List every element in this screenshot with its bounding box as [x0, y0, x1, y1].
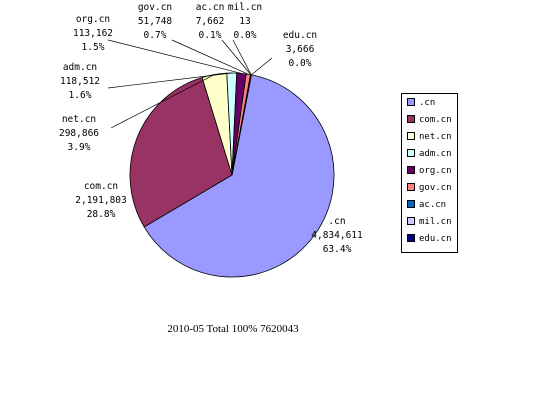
pie-slice-com-cn [129, 76, 233, 228]
leader-line [232, 39, 252, 75]
pie-slices [129, 72, 335, 278]
legend-item: com.cn [407, 113, 452, 127]
legend-label: .cn [419, 98, 436, 108]
legend-label: com.cn [419, 115, 452, 125]
legend-label: adm.cn [419, 149, 452, 159]
leader-line [171, 39, 249, 75]
data-label-mil-cn: mil.cn 13 0.0% [228, 2, 262, 41]
legend-swatch [407, 97, 415, 106]
legend-item: org.cn [407, 164, 452, 178]
legend-swatch [407, 182, 415, 191]
legend-swatch [407, 131, 415, 140]
legend-label: org.cn [419, 166, 452, 176]
leader-line [107, 39, 242, 74]
leader-line [110, 74, 215, 129]
leader-line [221, 39, 252, 75]
legend-swatch [407, 199, 415, 208]
legend-item: .cn [407, 96, 435, 110]
legend-item: net.cn [407, 130, 452, 144]
pie-slice-cn [143, 74, 335, 278]
legend-label: mil.cn [419, 217, 452, 227]
leader-line [107, 72, 232, 89]
legend-label: edu.cn [419, 234, 452, 244]
legend-label: ac.cn [419, 200, 447, 210]
legend-label: gov.cn [419, 183, 452, 193]
leader-line [251, 57, 273, 76]
data-label-adm-cn: adm.cn 118,512 1.6% [60, 62, 100, 101]
legend-label: net.cn [419, 132, 452, 142]
data-label-ac-cn: ac.cn 7,662 0.1% [196, 2, 225, 41]
chart-title: 2010-05 Total 100% 7620043 [167, 323, 299, 335]
legend-swatch [407, 216, 415, 225]
data-label-cn: .cn 4,834,611 63.4% [311, 216, 363, 255]
chart-legend: .cn com.cn net.cn adm.cn org.cn gov.cn ac.cn mi… [401, 93, 458, 253]
legend-swatch [407, 233, 415, 242]
data-label-net-cn: net.cn 298,866 3.9% [59, 114, 99, 153]
leader-lines [107, 39, 273, 129]
legend-item: gov.cn [407, 181, 452, 195]
data-label-gov-cn: gov.cn 51,748 0.7% [138, 2, 173, 41]
legend-item: mil.cn [407, 215, 452, 229]
data-label-edu-cn: edu.cn 3,666 0.0% [283, 30, 317, 69]
data-labels: .cn 4,834,611 63.4% com.cn 2,191,803 28.8% net… [59, 2, 363, 255]
legend-swatch [407, 165, 415, 174]
data-label-com-cn: com.cn 2,191,803 28.8% [75, 181, 126, 220]
data-label-org-cn: org.cn 113,162 1.5% [73, 14, 113, 53]
legend-item: adm.cn [407, 147, 452, 161]
legend-item: ac.cn [407, 198, 446, 212]
legend-swatch [407, 148, 415, 157]
legend-swatch [407, 114, 415, 123]
legend-item: edu.cn [407, 232, 452, 246]
